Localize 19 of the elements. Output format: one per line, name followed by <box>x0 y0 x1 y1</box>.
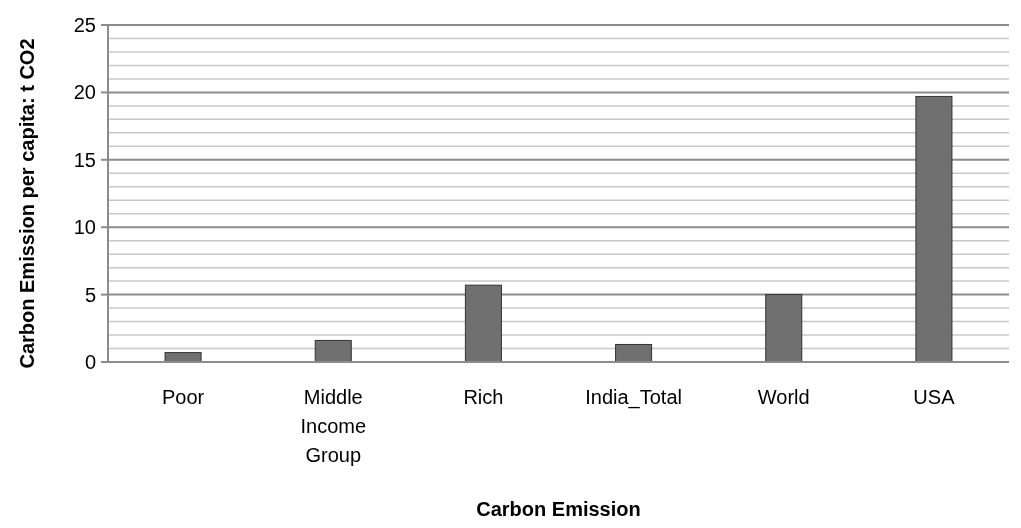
y-tick-label: 5 <box>84 283 96 306</box>
x-tick-label: Poor <box>161 386 205 408</box>
y-tick-label: 25 <box>73 14 96 36</box>
bar <box>915 95 953 363</box>
x-tick-label: Middle Income Group <box>300 386 367 466</box>
x-tick-label: USA <box>913 386 956 408</box>
x-tick-label: Rich <box>463 386 504 408</box>
bar <box>615 343 653 363</box>
y-tick-label: 10 <box>73 216 96 239</box>
bar <box>314 339 352 363</box>
x-tick-label: India_Total <box>585 386 682 409</box>
y-tick-label: 20 <box>73 81 96 104</box>
x-tick-label: World <box>757 386 810 408</box>
bar <box>464 284 502 363</box>
y-axis-title: Carbon Emission per capita: t CO2 <box>16 38 38 369</box>
x-axis-title: Carbon Emission <box>476 498 641 520</box>
bar <box>765 294 803 363</box>
y-tick-label: 15 <box>73 148 96 171</box>
y-tick-label: 0 <box>84 351 96 373</box>
